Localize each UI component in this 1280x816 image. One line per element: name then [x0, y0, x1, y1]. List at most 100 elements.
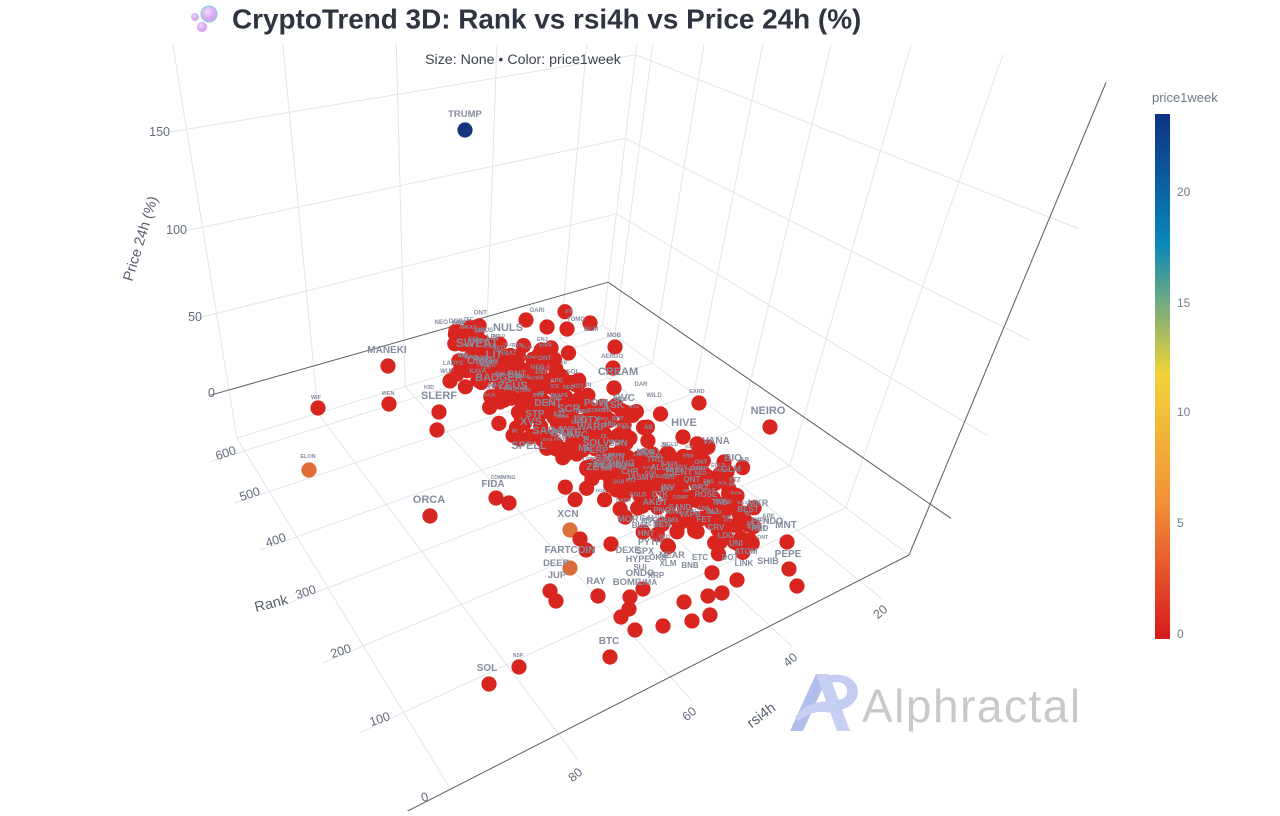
- svg-text:DGB: DGB: [475, 355, 489, 362]
- svg-text:GAS: GAS: [543, 437, 553, 442]
- svg-text:ICX: ICX: [576, 409, 586, 415]
- svg-text:BAT: BAT: [622, 425, 632, 431]
- svg-text:XTZ: XTZ: [723, 518, 732, 523]
- svg-text:0: 0: [1177, 627, 1184, 641]
- svg-text:KAVA: KAVA: [469, 368, 487, 375]
- svg-text:XR: XR: [487, 385, 496, 392]
- svg-text:GAL: GAL: [640, 514, 657, 523]
- svg-text:DEXE: DEXE: [616, 545, 641, 555]
- svg-text:SDN: SDN: [608, 438, 627, 448]
- svg-text:MORJ: MORJ: [636, 448, 659, 457]
- svg-text:CREAM: CREAM: [598, 366, 638, 378]
- svg-text:KAVA: KAVA: [666, 509, 683, 516]
- svg-text:DASH: DASH: [559, 426, 575, 432]
- svg-text:XRP: XRP: [648, 571, 665, 580]
- svg-text:HOT: HOT: [755, 526, 767, 532]
- svg-text:TOMO: TOMO: [567, 317, 585, 323]
- svg-text:UNI: UNI: [729, 539, 743, 548]
- svg-text:ETC: ETC: [692, 553, 708, 562]
- svg-text:GAS: GAS: [643, 450, 655, 456]
- svg-text:ZETA: ZETA: [586, 462, 611, 473]
- svg-text:ME: ME: [578, 443, 592, 453]
- svg-text:AB: AB: [519, 386, 526, 392]
- svg-text:WARP: WARP: [577, 422, 607, 433]
- svg-text:BAT: BAT: [595, 461, 606, 467]
- svg-text:ONDO: ONDO: [626, 568, 655, 579]
- svg-text:KAVA: KAVA: [661, 461, 679, 468]
- svg-text:KAVA: KAVA: [481, 363, 496, 369]
- svg-text:WUF: WUF: [440, 369, 454, 375]
- svg-text:ATOM: ATOM: [735, 547, 758, 556]
- svg-text:AB: AB: [536, 376, 544, 382]
- svg-text:KAVA: KAVA: [452, 320, 466, 326]
- svg-text:NEO: NEO: [531, 364, 545, 371]
- svg-text:RAY: RAY: [586, 576, 606, 587]
- svg-text:GRT: GRT: [692, 483, 709, 492]
- svg-text:ENJ: ENJ: [537, 337, 548, 343]
- svg-text:SC: SC: [551, 429, 558, 434]
- svg-text:SOL: SOL: [718, 480, 728, 486]
- svg-text:TRUMP: TRUMP: [448, 109, 482, 120]
- svg-text:COMMING: COMMING: [491, 475, 516, 481]
- svg-text:FT: FT: [565, 310, 573, 316]
- svg-text:FARTCOIN: FARTCOIN: [544, 545, 595, 556]
- svg-text:SOL: SOL: [655, 513, 665, 518]
- svg-text:DEEP: DEEP: [543, 558, 570, 569]
- svg-text:20: 20: [1177, 185, 1191, 199]
- svg-text:KAVA: KAVA: [612, 423, 629, 430]
- svg-text:RVN: RVN: [731, 490, 742, 496]
- svg-text:Size: None • Color: price1week: Size: None • Color: price1week: [425, 52, 622, 68]
- svg-text:ONT: ONT: [665, 467, 678, 474]
- svg-text:EGLD: EGLD: [536, 367, 550, 373]
- svg-text:KAVA: KAVA: [688, 484, 702, 490]
- svg-text:COMP: COMP: [473, 338, 490, 344]
- svg-text:HYPE: HYPE: [626, 554, 651, 564]
- svg-text:BAT: BAT: [602, 467, 613, 473]
- svg-text:INJ: INJ: [706, 507, 718, 516]
- svg-text:XR: XR: [459, 325, 467, 331]
- svg-text:PENDO: PENDO: [751, 516, 783, 526]
- svg-text:KAS: KAS: [651, 454, 663, 460]
- svg-text:ONT: ONT: [757, 535, 769, 541]
- svg-text:ISLM: ISLM: [584, 327, 598, 333]
- svg-text:SOL: SOL: [468, 336, 481, 343]
- svg-text:XTZ: XTZ: [729, 477, 741, 484]
- svg-text:CHR: CHR: [621, 467, 639, 476]
- svg-text:EXRD: EXRD: [689, 389, 704, 395]
- svg-text:LRC: LRC: [596, 401, 607, 407]
- svg-text:HNT: HNT: [638, 529, 655, 538]
- svg-text:SOL: SOL: [715, 498, 727, 504]
- svg-text:NEIRO: NEIRO: [751, 405, 786, 417]
- svg-text:SEN: SEN: [653, 519, 672, 529]
- svg-text:100: 100: [166, 223, 187, 237]
- svg-text:NEO: NEO: [659, 535, 670, 541]
- svg-text:PYTH: PYTH: [638, 537, 662, 547]
- svg-text:NEO: NEO: [563, 385, 576, 391]
- svg-text:STP: STP: [525, 409, 545, 420]
- svg-text:WILD: WILD: [646, 393, 662, 399]
- svg-text:ENJ: ENJ: [535, 370, 546, 376]
- svg-text:VANA: VANA: [702, 436, 730, 447]
- svg-text:AB: AB: [747, 521, 755, 527]
- svg-text:EGLD: EGLD: [702, 487, 716, 493]
- svg-text:NEO: NEO: [574, 414, 585, 419]
- svg-text:BAT: BAT: [504, 350, 516, 357]
- svg-text:AKBT: AKBT: [643, 497, 668, 507]
- svg-text:SNX: SNX: [550, 395, 562, 401]
- svg-text:NSP: NSP: [513, 653, 524, 659]
- svg-text:DASH: DASH: [756, 517, 769, 522]
- svg-text:AB: AB: [683, 488, 690, 493]
- svg-text:AB: AB: [604, 421, 612, 427]
- svg-text:100: 100: [368, 709, 392, 729]
- svg-text:KAS: KAS: [629, 404, 639, 409]
- svg-text:LOTX: LOTX: [574, 415, 601, 426]
- svg-text:HOT: HOT: [463, 342, 473, 348]
- svg-text:COMP: COMP: [479, 358, 499, 365]
- svg-text:ENJ: ENJ: [580, 409, 590, 415]
- svg-text:DAR: DAR: [635, 382, 649, 388]
- svg-text:FLO: FLO: [522, 345, 532, 351]
- svg-text:XR: XR: [676, 469, 683, 475]
- svg-text:SNX: SNX: [675, 464, 689, 471]
- svg-text:MOB: MOB: [607, 333, 622, 339]
- svg-text:SOL: SOL: [477, 663, 498, 674]
